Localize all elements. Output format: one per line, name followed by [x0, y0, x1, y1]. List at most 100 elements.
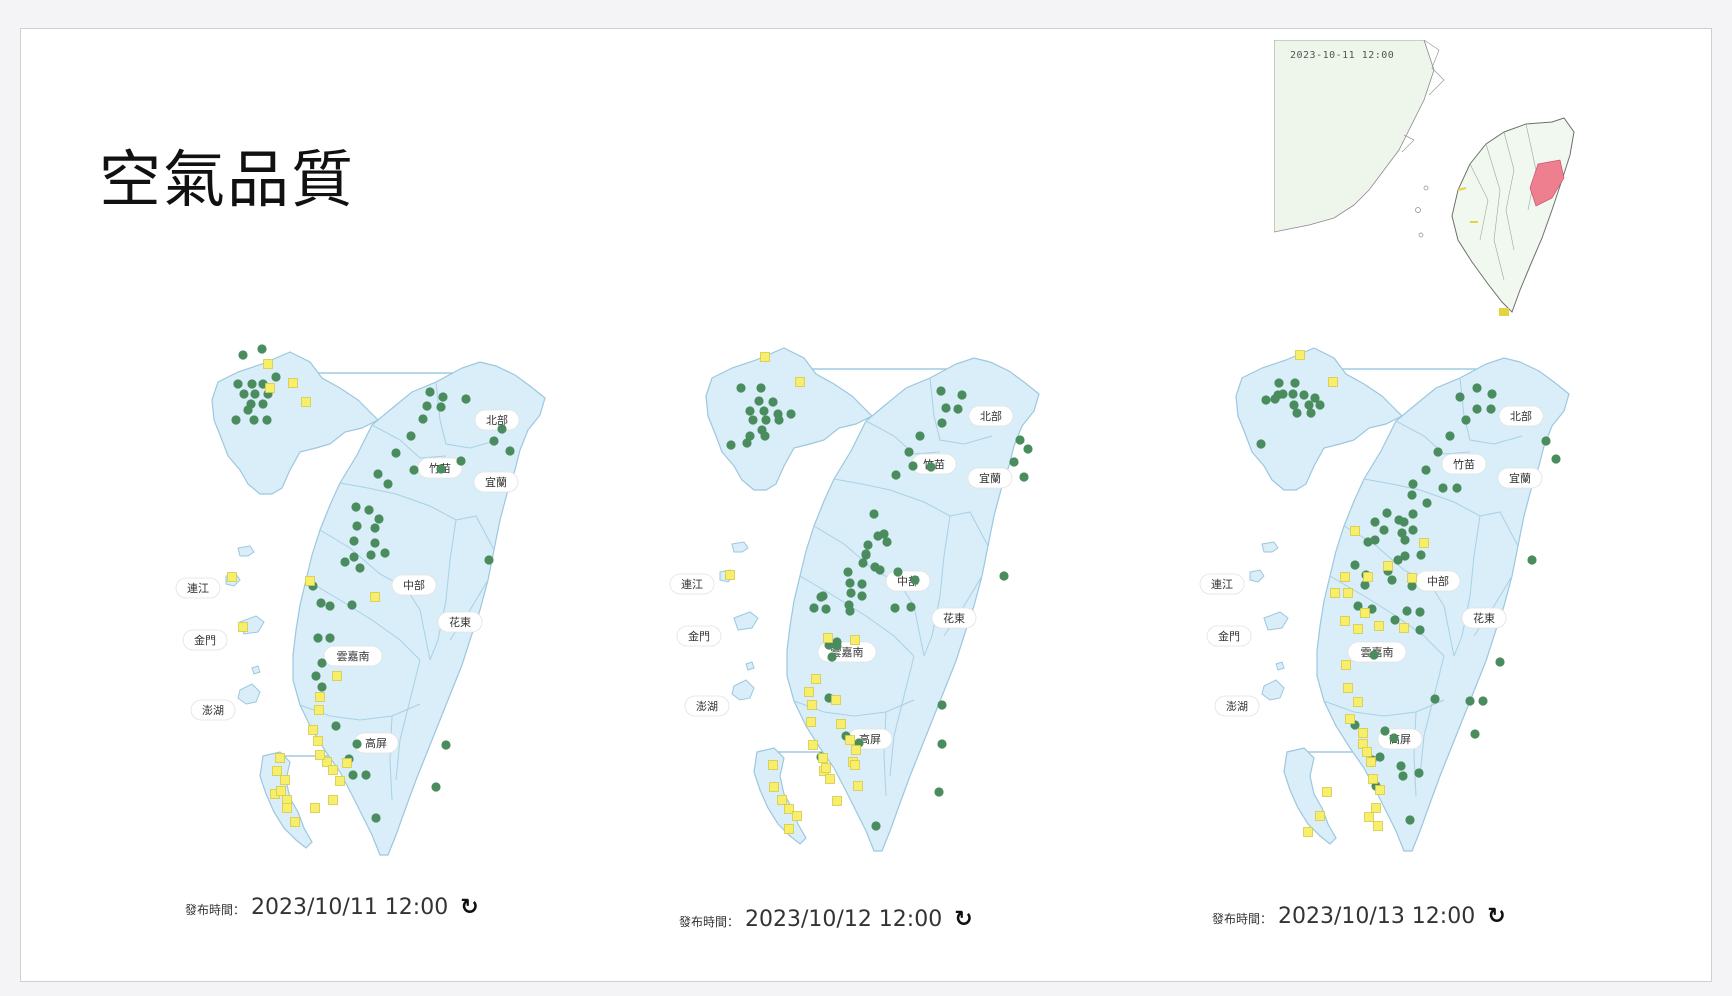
- station-good[interactable]: [352, 739, 362, 749]
- station-good[interactable]: [374, 514, 384, 524]
- region-label-0[interactable]: 北部: [1498, 405, 1544, 427]
- station-moderate[interactable]: [818, 753, 828, 763]
- station-moderate[interactable]: [850, 635, 860, 645]
- station-good[interactable]: [1379, 525, 1389, 535]
- station-good[interactable]: [349, 552, 359, 562]
- station-good[interactable]: [1363, 537, 1373, 547]
- station-good[interactable]: [1416, 550, 1426, 560]
- station-good[interactable]: [1390, 615, 1400, 625]
- station-good[interactable]: [786, 409, 796, 419]
- station-good[interactable]: [1421, 465, 1431, 475]
- station-good[interactable]: [843, 567, 853, 577]
- station-moderate[interactable]: [328, 795, 338, 805]
- station-moderate[interactable]: [1341, 660, 1351, 670]
- station-moderate[interactable]: [777, 795, 787, 805]
- station-good[interactable]: [827, 652, 837, 662]
- station-moderate[interactable]: [1315, 811, 1325, 821]
- station-good[interactable]: [1551, 454, 1561, 464]
- station-moderate[interactable]: [332, 671, 342, 681]
- station-good[interactable]: [1315, 400, 1325, 410]
- station-good[interactable]: [761, 415, 771, 425]
- station-good[interactable]: [352, 521, 362, 531]
- station-moderate[interactable]: [315, 750, 325, 760]
- station-moderate[interactable]: [1373, 821, 1383, 831]
- station-good[interactable]: [1445, 431, 1455, 441]
- station-good[interactable]: [760, 431, 770, 441]
- station-good[interactable]: [1400, 535, 1410, 545]
- station-good[interactable]: [373, 469, 383, 479]
- station-moderate[interactable]: [806, 717, 816, 727]
- station-good[interactable]: [1369, 650, 1379, 660]
- station-good[interactable]: [941, 403, 951, 413]
- station-good[interactable]: [1393, 555, 1403, 565]
- station-good[interactable]: [1486, 404, 1496, 414]
- station-moderate[interactable]: [831, 695, 841, 705]
- station-moderate[interactable]: [322, 757, 332, 767]
- station-moderate[interactable]: [832, 796, 842, 806]
- station-good[interactable]: [325, 633, 335, 643]
- station-good[interactable]: [348, 770, 358, 780]
- station-good[interactable]: [1408, 525, 1418, 535]
- station-good[interactable]: [271, 372, 281, 382]
- station-moderate[interactable]: [1374, 621, 1384, 631]
- station-good[interactable]: [1455, 392, 1465, 402]
- region-label-0[interactable]: 北部: [474, 409, 520, 431]
- station-good[interactable]: [879, 529, 889, 539]
- region-label-2[interactable]: 宜蘭: [473, 471, 519, 493]
- station-good[interactable]: [857, 591, 867, 601]
- station-good[interactable]: [380, 548, 390, 558]
- station-moderate[interactable]: [853, 781, 863, 791]
- station-good[interactable]: [745, 406, 755, 416]
- region-label-9[interactable]: 澎湖: [190, 699, 236, 721]
- station-good[interactable]: [1408, 479, 1418, 489]
- station-good[interactable]: [231, 415, 241, 425]
- station-good[interactable]: [441, 740, 451, 750]
- station-good[interactable]: [233, 379, 243, 389]
- station-good[interactable]: [863, 540, 873, 550]
- station-moderate[interactable]: [1340, 616, 1350, 626]
- station-good[interactable]: [821, 604, 831, 614]
- region-label-5[interactable]: 雲嘉南: [323, 645, 383, 667]
- station-moderate[interactable]: [807, 700, 817, 710]
- station-moderate[interactable]: [227, 572, 237, 582]
- station-moderate[interactable]: [310, 803, 320, 813]
- station-moderate[interactable]: [1345, 714, 1355, 724]
- station-moderate[interactable]: [1350, 526, 1360, 536]
- station-good[interactable]: [1472, 404, 1482, 414]
- station-good[interactable]: [1541, 436, 1551, 446]
- station-good[interactable]: [1527, 555, 1537, 565]
- station-moderate[interactable]: [1366, 757, 1376, 767]
- station-moderate[interactable]: [825, 774, 835, 784]
- station-good[interactable]: [1405, 815, 1415, 825]
- station-moderate[interactable]: [1353, 697, 1363, 707]
- station-good[interactable]: [999, 571, 1009, 581]
- region-label-8[interactable]: 金門: [1206, 625, 1252, 647]
- station-good[interactable]: [313, 633, 323, 643]
- station-good[interactable]: [331, 721, 341, 731]
- station-good[interactable]: [1470, 729, 1480, 739]
- station-good[interactable]: [361, 770, 371, 780]
- station-moderate[interactable]: [1364, 812, 1374, 822]
- station-good[interactable]: [891, 470, 901, 480]
- station-good[interactable]: [325, 601, 335, 611]
- station-good[interactable]: [436, 464, 446, 474]
- station-good[interactable]: [953, 404, 963, 414]
- station-good[interactable]: [1289, 400, 1299, 410]
- station-moderate[interactable]: [288, 378, 298, 388]
- station-moderate[interactable]: [851, 745, 861, 755]
- station-moderate[interactable]: [370, 592, 380, 602]
- station-moderate[interactable]: [305, 576, 315, 586]
- station-good[interactable]: [1389, 733, 1399, 743]
- station-good[interactable]: [370, 523, 380, 533]
- station-good[interactable]: [858, 558, 868, 568]
- station-good[interactable]: [759, 406, 769, 416]
- station-moderate[interactable]: [290, 817, 300, 827]
- region-label-0[interactable]: 北部: [968, 405, 1014, 427]
- station-good[interactable]: [1350, 560, 1360, 570]
- station-moderate[interactable]: [314, 705, 324, 715]
- station-moderate[interactable]: [272, 766, 282, 776]
- station-good[interactable]: [1292, 408, 1302, 418]
- station-good[interactable]: [1304, 400, 1314, 410]
- station-moderate[interactable]: [784, 824, 794, 834]
- station-moderate[interactable]: [308, 725, 318, 735]
